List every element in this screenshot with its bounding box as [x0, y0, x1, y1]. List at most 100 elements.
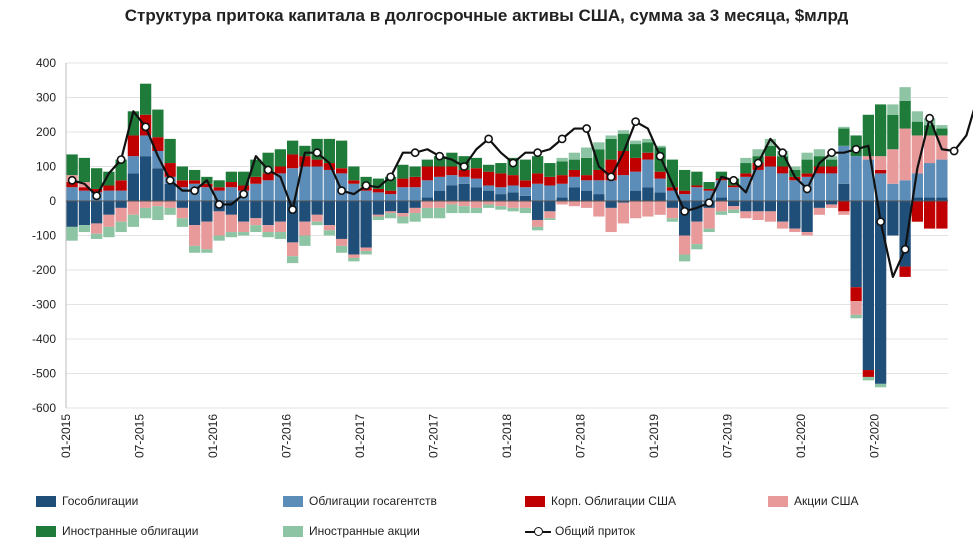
bar-equity — [825, 204, 838, 208]
bar-foreign_bonds — [495, 163, 507, 174]
bar-agency — [911, 173, 924, 198]
bar-corp — [568, 169, 581, 177]
bar-corp — [152, 137, 164, 151]
bar-foreign_bonds — [127, 111, 140, 136]
bar-foreign_eq — [384, 213, 397, 219]
bar-foreign_bonds — [642, 142, 654, 153]
legend-swatch-corp — [525, 495, 545, 507]
bar-foreign_bonds — [176, 166, 189, 181]
x-tick-label: 01-2016 — [206, 414, 220, 458]
bar-corp — [323, 163, 336, 170]
legend-label-corp: Корп. Облигации США — [551, 494, 676, 508]
total-point — [410, 148, 420, 158]
bar-agency — [507, 185, 519, 193]
bar-corp — [813, 166, 826, 174]
bar-foreign_eq — [519, 207, 532, 214]
bar-foreign_eq — [127, 214, 140, 227]
bar-gov — [458, 183, 470, 201]
bar-agency — [727, 187, 740, 201]
total-point — [876, 217, 886, 227]
bar-agency — [372, 192, 385, 201]
bar-gov — [164, 183, 176, 201]
bar-foreign_bonds — [90, 168, 103, 189]
bar-gov — [752, 201, 764, 212]
bar-agency — [286, 168, 299, 201]
total-point — [949, 146, 959, 156]
bar-foreign_bonds — [274, 149, 287, 167]
bar-gov — [470, 187, 483, 201]
bar-foreign_eq — [642, 138, 654, 143]
bar-gov — [936, 197, 948, 201]
bar-agency — [127, 156, 140, 174]
bar-gov — [899, 201, 911, 267]
total-point — [778, 148, 788, 158]
bar-gov — [335, 201, 348, 239]
legend-label-foreign-bonds: Иностранные облигации — [62, 524, 199, 538]
bar-corp — [237, 185, 250, 191]
legend-label-agency: Облигации госагентств — [309, 494, 437, 508]
bar-gov — [531, 201, 544, 220]
bar-equity — [556, 201, 568, 205]
bar-foreign_eq — [593, 142, 605, 150]
bar-foreign_eq — [201, 249, 213, 253]
bar-corp — [433, 166, 446, 177]
bar-agency — [470, 178, 483, 188]
bar-corp — [384, 190, 397, 195]
legend-item-total: Общий приток — [525, 524, 635, 538]
bar-corp — [936, 201, 948, 229]
bar-foreign_eq — [397, 216, 409, 224]
legend-swatch-foreign-eq — [283, 525, 303, 537]
bar-agency — [923, 163, 936, 198]
bar-foreign_eq — [874, 383, 887, 388]
bar-foreign_bonds — [103, 171, 115, 186]
bar-gov — [605, 201, 617, 208]
bar-agency — [421, 180, 434, 198]
total-point — [239, 189, 249, 199]
bar-foreign_bonds — [666, 159, 679, 188]
bar-foreign_bonds — [188, 169, 201, 181]
bar-agency — [250, 183, 262, 201]
bar-corp — [201, 183, 213, 188]
bar-corp — [605, 159, 617, 181]
bar-foreign_eq — [887, 104, 899, 115]
total-point — [116, 155, 126, 164]
y-tick-label: -100 — [32, 229, 56, 243]
bar-gov — [384, 201, 397, 212]
capital-inflow-chart: -600 -500 -400 -300 -200 -100 0 100 200 300 400 01-… — [32, 56, 973, 458]
bar-corp — [274, 166, 287, 174]
bar-foreign_eq — [286, 256, 299, 264]
bar-foreign_bonds — [703, 182, 715, 189]
bar-agency — [813, 173, 826, 201]
bar-agency — [311, 166, 323, 201]
bar-foreign_eq — [752, 149, 764, 157]
bar-foreign_bonds — [421, 159, 434, 167]
bar-corp — [90, 188, 103, 193]
total-point — [851, 144, 861, 154]
bar-equity — [495, 201, 507, 207]
bar-corp — [482, 171, 495, 186]
bar-foreign_eq — [715, 211, 728, 215]
bar-foreign_bonds — [789, 169, 801, 177]
bar-equity — [103, 214, 115, 227]
bar-corp — [715, 178, 728, 181]
bar-agency — [850, 156, 862, 201]
bar-foreign_eq — [666, 218, 679, 222]
bar-gov — [887, 201, 899, 236]
bar-corp — [593, 169, 605, 181]
total-point — [435, 151, 445, 161]
bar-foreign_bonds — [482, 164, 495, 172]
bar-foreign_eq — [740, 157, 752, 164]
bar-agency — [225, 187, 238, 201]
bar-gov — [789, 201, 801, 229]
bar-gov — [250, 201, 262, 219]
y-tick-label: 200 — [36, 125, 56, 139]
bar-gov — [446, 185, 458, 201]
bar-equity — [813, 207, 826, 215]
bar-gov — [372, 201, 385, 215]
bar-gov — [691, 201, 703, 222]
x-tick-label: 07-2016 — [280, 414, 294, 458]
bar-corp — [678, 190, 691, 195]
bar-equity — [213, 211, 225, 236]
bar-gov — [103, 201, 115, 215]
bar-agency — [568, 176, 581, 188]
